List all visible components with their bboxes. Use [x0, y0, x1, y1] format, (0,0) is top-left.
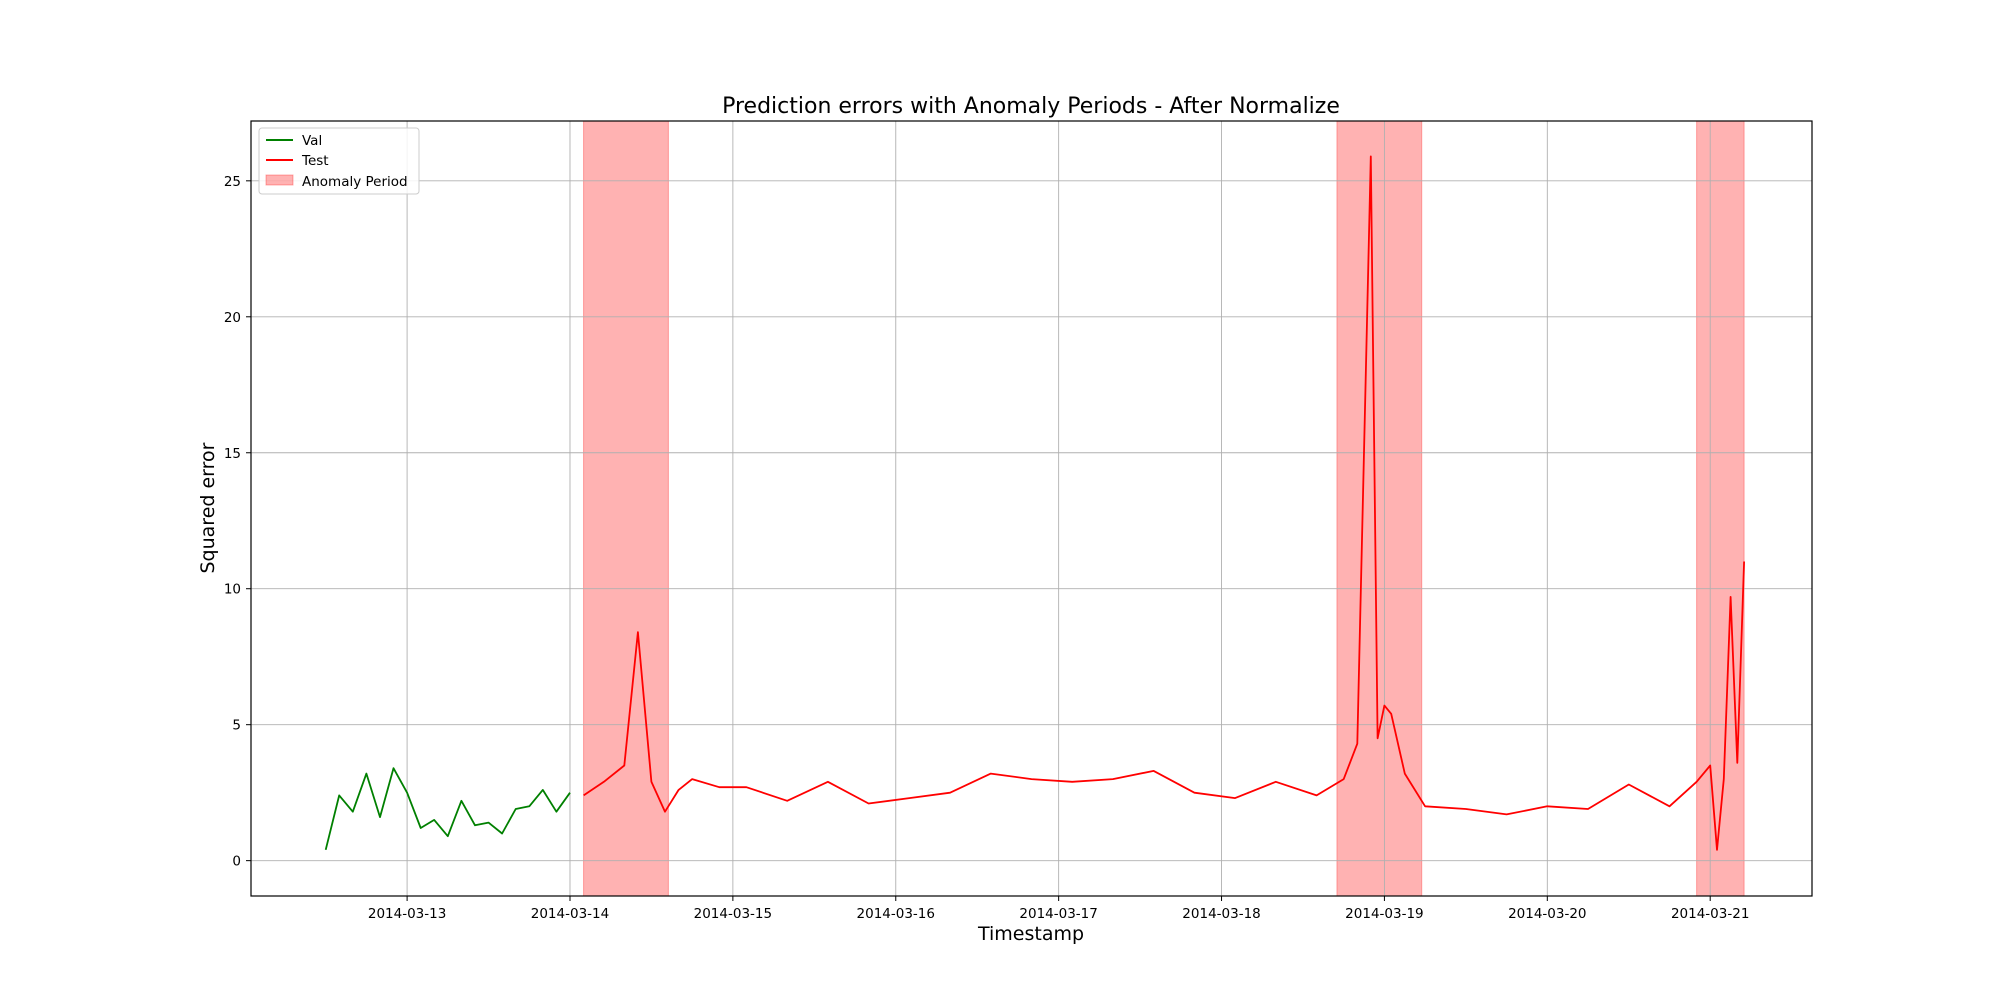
x-tick-label: 2014-03-17 — [1019, 906, 1097, 922]
x-tick-label: 2014-03-18 — [1182, 906, 1260, 922]
plot-frame — [250, 120, 1813, 897]
x-tick-label: 2014-03-14 — [531, 906, 609, 922]
legend-box — [258, 127, 420, 195]
anomaly-band — [1696, 120, 1745, 897]
chart-title: Prediction errors with Anomaly Periods -… — [722, 94, 1340, 119]
legend-anomaly-swatch — [265, 174, 294, 186]
grid-lines — [251, 121, 1812, 896]
series-line-val — [324, 767, 571, 851]
y-tick-label: 15 — [224, 446, 241, 462]
x-tick-label: 2014-03-21 — [1671, 906, 1749, 922]
legend-anomaly-label: Anomaly Period — [302, 174, 408, 190]
anomaly-bands — [583, 120, 1745, 897]
anomaly-band — [583, 120, 669, 897]
y-axis-label: Squared error — [197, 442, 219, 573]
x-tick-label: 2014-03-16 — [857, 906, 935, 922]
legend: Val Test Anomaly Period — [258, 127, 420, 195]
x-tick-label: 2014-03-20 — [1508, 906, 1586, 922]
x-axis-label: Timestamp — [977, 923, 1084, 945]
y-tick-label: 0 — [232, 854, 241, 870]
y-tick-label: 25 — [224, 174, 241, 190]
series-line-test — [583, 155, 1745, 851]
x-tick-label: 2014-03-15 — [694, 906, 772, 922]
y-tick-label: 20 — [224, 310, 241, 326]
legend-test-label: Test — [301, 153, 329, 169]
x-tick-label: 2014-03-13 — [368, 906, 446, 922]
y-tick-label: 10 — [224, 582, 241, 598]
axis-ticks: 2014-03-13 2014-03-14 2014-03-15 2014-03-16… — [224, 174, 1750, 922]
legend-val-label: Val — [302, 133, 322, 149]
x-tick-label: 2014-03-19 — [1345, 906, 1423, 922]
series-lines — [324, 155, 1745, 851]
y-tick-label: 5 — [232, 718, 241, 734]
